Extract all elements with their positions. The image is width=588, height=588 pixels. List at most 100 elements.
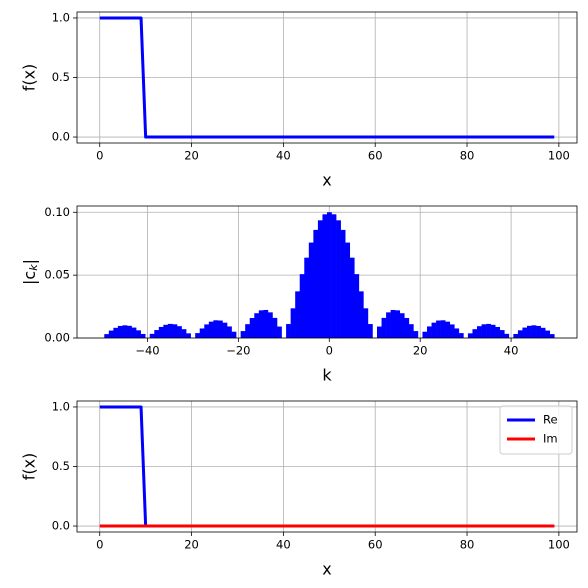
line [99,16,555,139]
subplot: 0 20 40 60 80 100 0.0 0.5 1.0 x f(x) Re Im [20,399,578,579]
axes-frame [76,11,578,144]
bar [527,325,532,338]
bar [472,329,478,338]
bar [195,333,201,338]
bar [286,324,291,338]
bar [399,313,405,338]
bar [408,324,414,338]
bar [313,229,319,338]
subplot: −40 −20 0 20 40 0.00 0.05 0.10 k |ck| [20,205,578,385]
bar [390,309,396,338]
x-tick-label: 100 [548,149,570,163]
bar [140,333,146,338]
bar [454,328,460,338]
bar [427,326,432,338]
y-tick-label: 0.10 [44,205,70,219]
y-tick-label: 1.0 [52,399,70,413]
legend: Re Im [499,405,573,455]
bar [204,324,210,338]
bar [522,327,528,338]
bar [177,326,182,338]
x-tick-label: 80 [460,538,475,552]
bar [254,313,260,338]
legend-label: Re [543,413,558,427]
bar [363,308,369,338]
bar [122,325,128,338]
bar [181,329,187,338]
bar [231,331,237,338]
bar [104,334,110,338]
plot-area [99,16,555,139]
y-tick-label: 0.5 [52,70,70,84]
plot-area [104,212,555,338]
bar [395,310,401,338]
axes-frame [76,205,578,339]
legend-label: Im [543,432,558,446]
bar [486,323,491,338]
x-tick-label: 0 [96,538,103,552]
bar [267,312,273,338]
bar [477,326,482,338]
x-axis-label: x [322,560,331,579]
x-tick-label: 100 [548,538,570,552]
y-tick-label: 0.05 [44,268,70,282]
bar [163,324,169,338]
x-tick-label: 20 [413,344,428,358]
x-axis-label: k [322,366,332,385]
bar [308,242,314,338]
x-tick-label: 80 [460,149,475,163]
bar [331,214,337,338]
y-tick-label: 0.0 [52,130,70,144]
bar [213,320,219,338]
x-tick-label: 60 [368,538,383,552]
bar [445,321,451,338]
bar [517,330,523,338]
bar [317,220,323,338]
subplot: 0 20 40 60 80 100 0.0 0.5 1.0 x f(x) [20,10,578,190]
x-axis-label: x [322,171,331,190]
bar [295,291,301,338]
bar [154,330,160,338]
x-tick-label: 0 [96,149,103,163]
bar [440,320,446,338]
x-tick-label: 20 [184,149,199,163]
bar [108,330,114,338]
bar [358,291,364,338]
bar [354,274,360,338]
y-tick-label: 0.0 [52,519,70,533]
bar [290,308,296,338]
bar [186,333,191,338]
bar [540,327,546,338]
bar [377,326,382,338]
bar [299,274,305,338]
bar [404,318,410,338]
x-tick-label: −40 [135,344,159,358]
bar [199,328,205,338]
bar [381,317,387,338]
bar [131,327,137,338]
bar [136,330,141,338]
bar [490,324,496,338]
y-tick-label: 0.00 [44,331,70,345]
x-tick-label: 0 [326,344,333,358]
legend-box [499,405,573,455]
bar [336,220,341,338]
bar [531,325,537,338]
bar [277,326,282,338]
y-axis-label: |ck| [20,259,41,285]
bar [127,325,132,338]
bar [545,330,551,338]
bar [113,327,119,338]
bar [467,333,473,338]
bar [513,333,519,338]
axes-frame [76,400,578,533]
bar [272,317,278,338]
bar [367,324,373,338]
bar [172,324,178,338]
bar [322,214,328,338]
bar [349,257,355,338]
bar [436,320,441,338]
bar [149,333,155,338]
bar [495,326,501,338]
